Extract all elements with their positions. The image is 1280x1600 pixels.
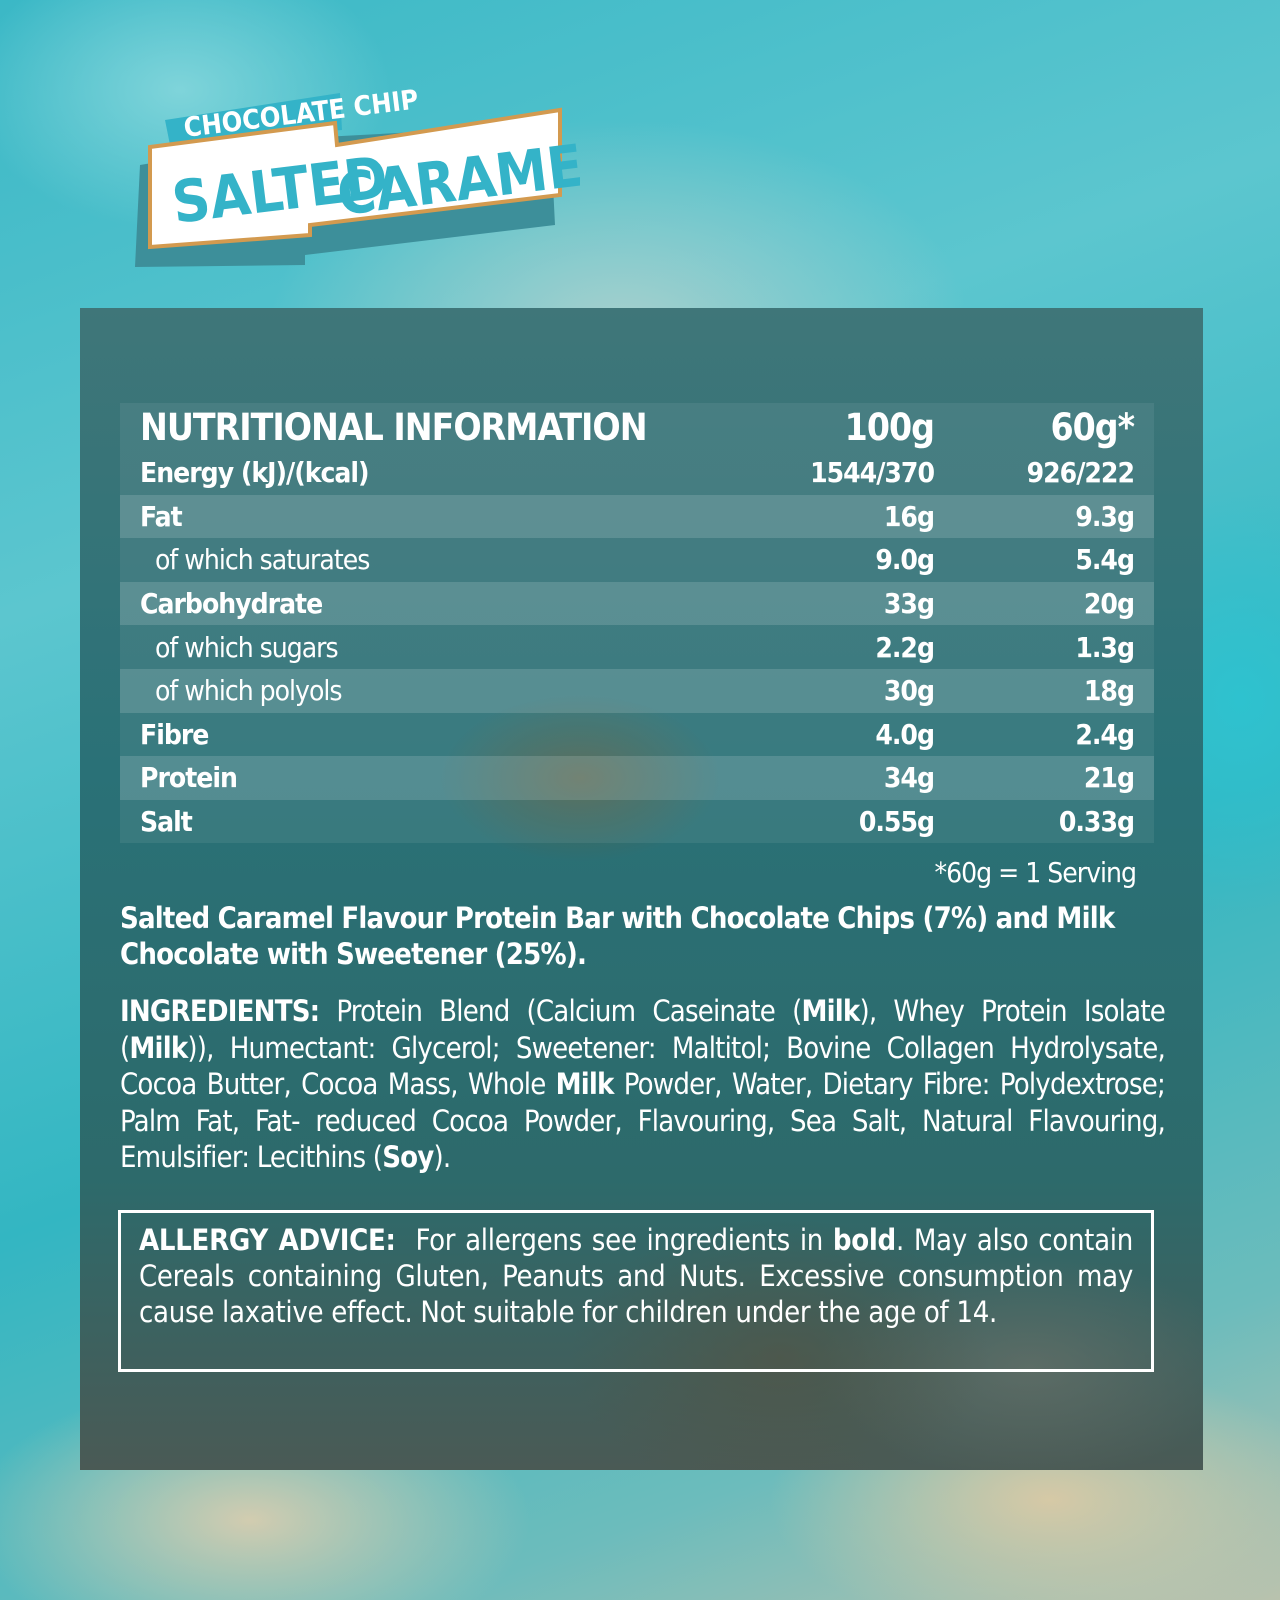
nutrient-label: Salt [140,805,193,839]
bold-segment: Milk [129,1030,188,1065]
allergy-advice-box: ALLERGY ADVICE: For allergens see ingred… [118,1210,1154,1372]
nutrient-label: Carbohydrate [140,587,323,621]
bold-segment: INGREDIENTS: [120,994,320,1028]
table-row: of which saturates 9.0g 5.4g [120,538,1154,582]
value-per-100g: 4.0g [875,717,935,751]
col-serving-header: 60g* [1050,405,1135,449]
ingredients-text: INGREDIENTS: Protein Blend (Calcium Case… [120,993,1166,1176]
text-segment: For allergens see ingredients in [395,1223,833,1257]
text-segment: )), Humectant: Glycerol; Sweetener: Malt… [120,1030,1173,1102]
table-row: of which polyols 30g 18g [120,668,1154,713]
value-per-100g: 16g [883,499,935,533]
table-header: NUTRITIONAL INFORMATION 100g 60g* [120,403,1154,451]
serving-note: *60g = 1 Serving [934,856,1137,889]
nutrient-label: of which polyols [155,674,343,708]
table-title: NUTRITIONAL INFORMATION [140,405,648,449]
col-100g-header: 100g [844,405,935,449]
text-segment: Protein Blend (Calcium Caseinate ( [319,994,802,1028]
table-row: Fat 16g 9.3g [120,494,1154,539]
value-per-serving: 926/222 [1026,456,1135,490]
value-per-serving: 20g [1083,587,1135,621]
product-description: Salted Caramel Flavour Protein Bar with … [120,901,1115,971]
value-per-100g: 0.55g [858,805,935,839]
value-per-100g: 9.0g [875,543,935,577]
nutrient-label: Fat [140,499,183,533]
nutrient-label: of which sugars [155,630,339,664]
bold-segment: ALLERGY ADVICE: [139,1223,396,1257]
value-per-100g: 30g [883,674,935,708]
table-row: Salt 0.55g 0.33g [120,799,1154,844]
nutrient-label: Energy (kJ)/(kcal) [140,456,370,490]
table-row: of which sugars 2.2g 1.3g [120,625,1154,669]
value-per-serving: 1.3g [1075,630,1135,664]
text-segment: ), Whey Protein Isolate ( [120,994,1173,1065]
table-row: Fibre 4.0g 2.4g [120,712,1154,757]
text-segment: Powder, Water, Dietary Fibre: Polydextro… [120,1067,1173,1174]
value-per-serving: 5.4g [1075,543,1135,577]
value-per-serving: 21g [1083,761,1135,795]
value-per-100g: 1544/370 [810,456,935,490]
table-row: Energy (kJ)/(kcal) 1544/370 926/222 [120,451,1154,495]
bold-segment: Milk [555,1067,615,1101]
nutrient-label: of which saturates [155,543,370,577]
text-segment: ). [433,1140,452,1174]
value-per-100g: 33g [883,587,935,621]
value-per-serving: 0.33g [1058,805,1135,839]
value-per-100g: 2.2g [875,630,935,664]
text-segment: . May also contain Cereals containing Gl… [139,1223,1141,1329]
bold-segment: bold [832,1223,896,1257]
nutrition-table: NUTRITIONAL INFORMATION 100g 60g* Energy… [120,403,1154,844]
bold-segment: Milk [801,994,860,1028]
nutrient-label: Protein [140,761,238,795]
value-per-serving: 9.3g [1075,499,1135,533]
bold-segment: Soy [382,1140,434,1174]
nutrient-label: Fibre [140,717,209,751]
salted-caramel-logo: CHOCOLATE CHIP SALTED CARAMEL [135,85,580,267]
table-row: Carbohydrate 33g 20g [120,581,1154,626]
value-per-serving: 18g [1083,674,1135,708]
nutrition-panel: NUTRITIONAL INFORMATION 100g 60g* Energy… [80,308,1203,1470]
table-row: Protein 34g 21g [120,756,1154,800]
value-per-serving: 2.4g [1075,717,1135,751]
value-per-100g: 34g [883,761,935,795]
